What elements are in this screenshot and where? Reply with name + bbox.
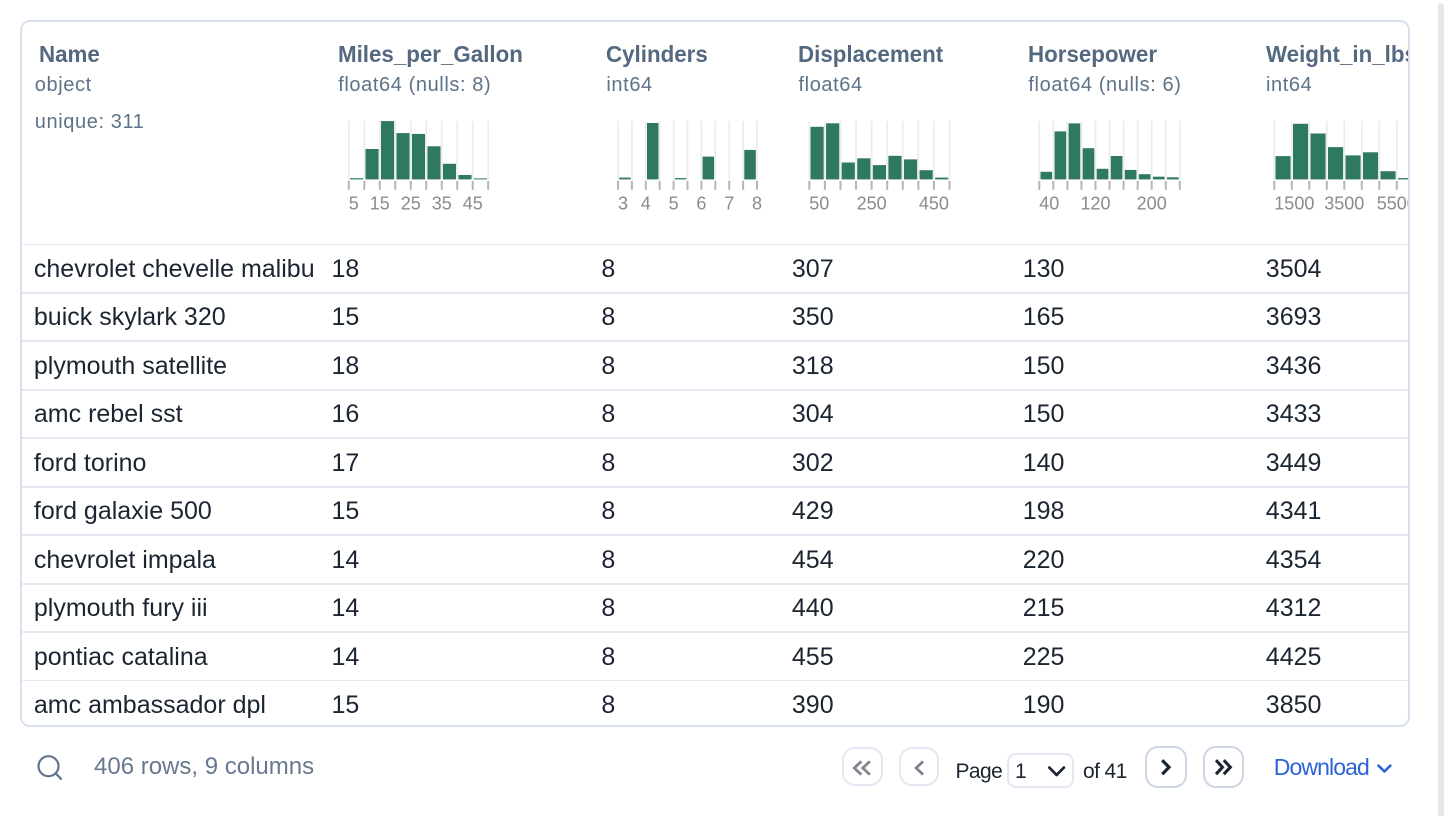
svg-text:15: 15 bbox=[370, 194, 390, 214]
svg-text:5: 5 bbox=[669, 194, 679, 214]
svg-text:4: 4 bbox=[641, 194, 651, 214]
svg-text:6: 6 bbox=[696, 194, 706, 214]
svg-text:40: 40 bbox=[1039, 194, 1059, 214]
svg-text:3: 3 bbox=[618, 194, 628, 214]
svg-text:50: 50 bbox=[809, 194, 829, 214]
svg-text:450: 450 bbox=[919, 194, 949, 214]
svg-text:5500: 5500 bbox=[1377, 194, 1411, 214]
svg-text:120: 120 bbox=[1080, 194, 1110, 214]
svg-text:35: 35 bbox=[432, 194, 452, 214]
svg-text:3500: 3500 bbox=[1324, 194, 1364, 214]
svg-text:25: 25 bbox=[401, 194, 421, 214]
svg-text:5: 5 bbox=[349, 194, 359, 214]
svg-text:200: 200 bbox=[1137, 194, 1167, 214]
svg-text:250: 250 bbox=[857, 194, 887, 214]
svg-text:8: 8 bbox=[752, 194, 762, 214]
svg-text:45: 45 bbox=[463, 194, 483, 214]
svg-text:1500: 1500 bbox=[1274, 194, 1314, 214]
svg-text:7: 7 bbox=[724, 194, 734, 214]
